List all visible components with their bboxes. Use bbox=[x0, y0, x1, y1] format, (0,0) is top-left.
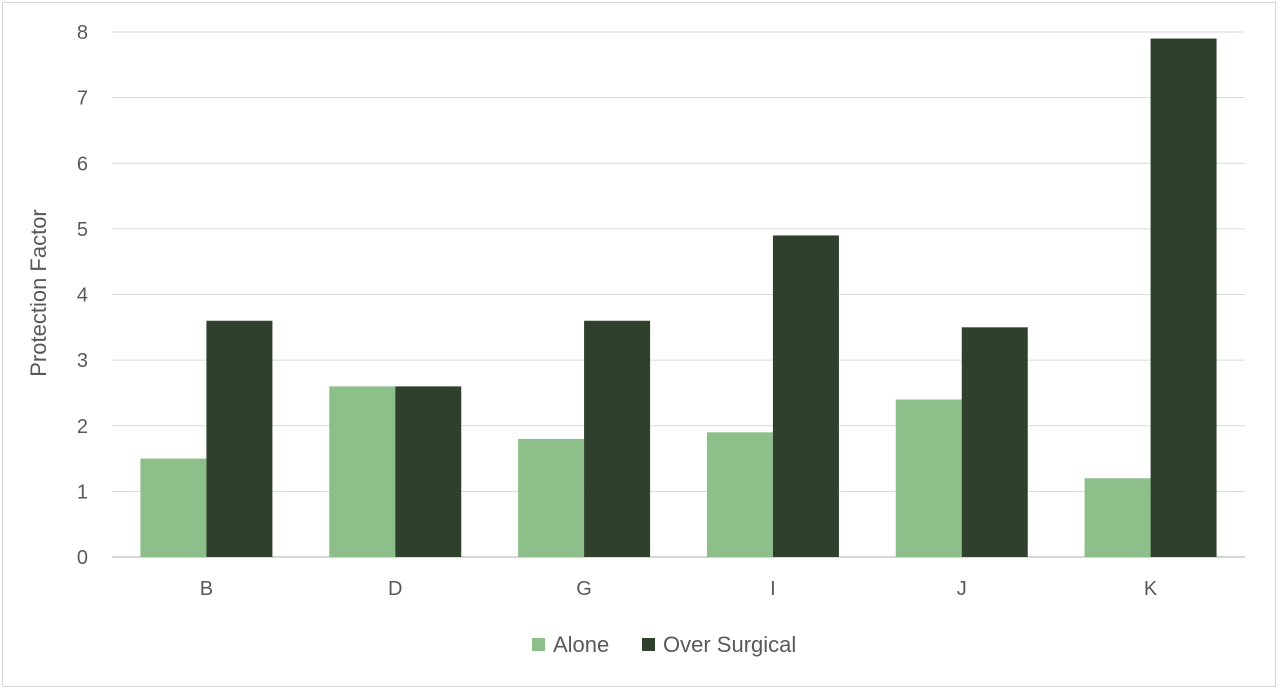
bar-over-surgical-g bbox=[584, 320, 651, 557]
bar-alone-b bbox=[140, 458, 207, 557]
y-tick-label: 3 bbox=[77, 350, 88, 372]
x-tick-label: B bbox=[200, 578, 213, 600]
x-tick-label: I bbox=[770, 578, 776, 600]
y-tick-label: 2 bbox=[77, 416, 88, 438]
bar-over-surgical-j bbox=[961, 327, 1028, 557]
y-tick-label: 6 bbox=[77, 153, 88, 175]
bar-over-surgical-d bbox=[395, 386, 462, 557]
y-axis-ticks: 0 1 2 3 4 5 6 7 8 bbox=[77, 22, 88, 569]
legend-swatch bbox=[532, 638, 545, 651]
x-tick-label: K bbox=[1144, 578, 1158, 600]
gridlines bbox=[112, 31, 1245, 558]
y-tick-label: 1 bbox=[77, 481, 88, 503]
bar-alone-d bbox=[329, 386, 396, 557]
bar-alone-i bbox=[706, 432, 773, 557]
y-tick-label: 8 bbox=[77, 22, 88, 44]
bar-over-surgical-k bbox=[1150, 38, 1217, 557]
y-tick-label: 7 bbox=[77, 88, 88, 110]
y-tick-label: 4 bbox=[77, 285, 88, 307]
y-axis-title: Protection Factor bbox=[26, 209, 51, 377]
bar-alone-k bbox=[1084, 478, 1151, 557]
x-tick-label: D bbox=[388, 578, 402, 600]
bar-alone-g bbox=[518, 438, 585, 557]
legend: Alone Over Surgical bbox=[532, 632, 796, 657]
legend-label: Over Surgical bbox=[663, 632, 796, 657]
legend-swatch bbox=[642, 638, 655, 651]
bars bbox=[140, 38, 1217, 557]
x-tick-label: J bbox=[957, 578, 967, 600]
y-tick-label: 5 bbox=[77, 219, 88, 241]
x-tick-label: G bbox=[576, 578, 592, 600]
bar-alone-j bbox=[895, 399, 962, 557]
bar-over-surgical-b bbox=[206, 320, 273, 557]
legend-label: Alone bbox=[553, 632, 609, 657]
bar-over-surgical-i bbox=[772, 235, 839, 557]
y-tick-label: 0 bbox=[77, 547, 88, 569]
